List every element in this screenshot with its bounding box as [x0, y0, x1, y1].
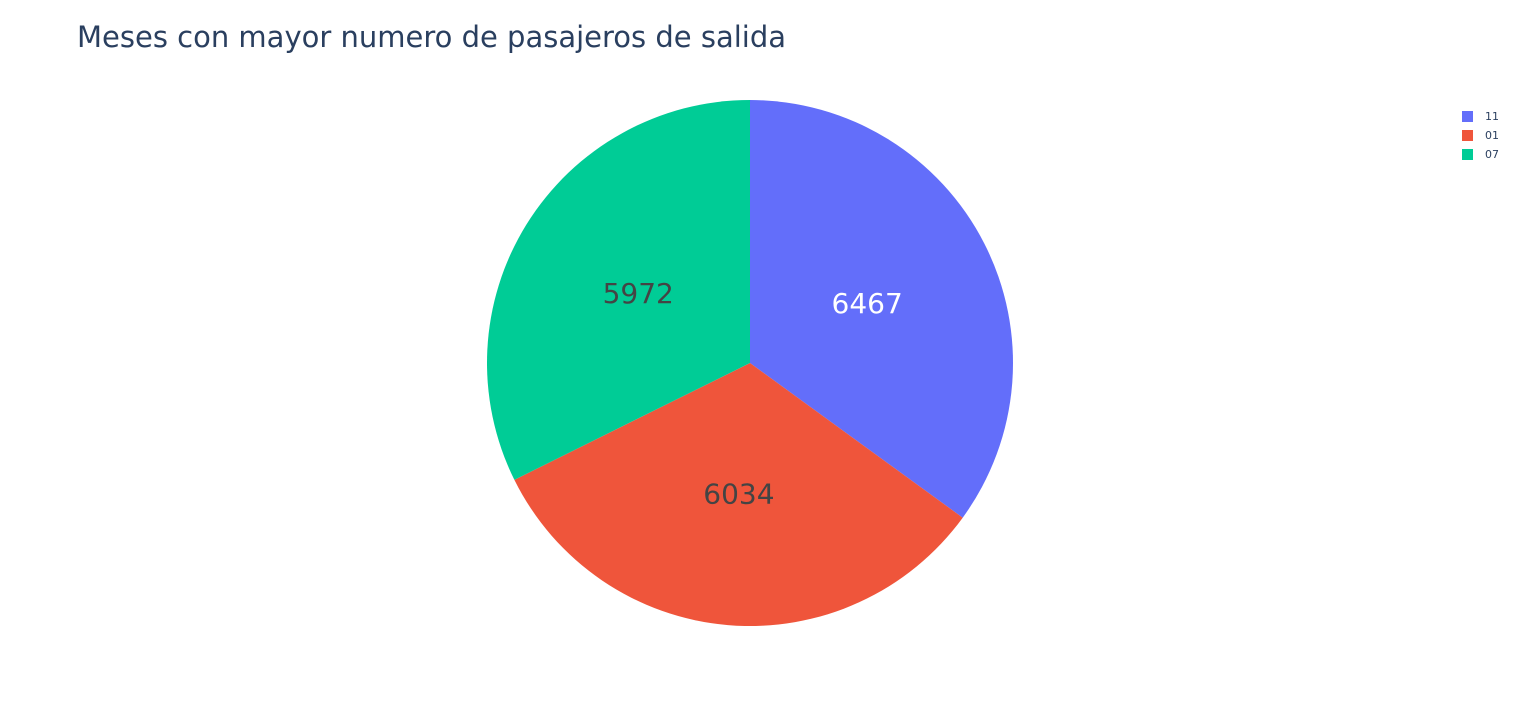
- pie-slice-07[interactable]: [487, 100, 750, 480]
- legend: 11 01 07: [1462, 107, 1499, 164]
- slice-value-label: 5972: [603, 277, 674, 310]
- legend-item-01[interactable]: 01: [1462, 126, 1499, 145]
- legend-label: 11: [1485, 110, 1499, 123]
- slice-value-label: 6034: [703, 478, 774, 511]
- legend-item-11[interactable]: 11: [1462, 107, 1499, 126]
- legend-swatch: [1462, 111, 1473, 122]
- slice-value-label: 6467: [832, 287, 903, 320]
- legend-swatch: [1462, 130, 1473, 141]
- legend-label: 07: [1485, 148, 1499, 161]
- pie-slice-11[interactable]: [750, 100, 1013, 518]
- legend-label: 01: [1485, 129, 1499, 142]
- legend-item-07[interactable]: 07: [1462, 145, 1499, 164]
- pie-slice-01[interactable]: [514, 363, 963, 626]
- pie-slice-labels: 6467 6034 5972: [603, 277, 903, 510]
- legend-swatch: [1462, 149, 1473, 160]
- pie-slices: [487, 100, 1013, 626]
- chart-title: Meses con mayor numero de pasajeros de s…: [77, 20, 787, 54]
